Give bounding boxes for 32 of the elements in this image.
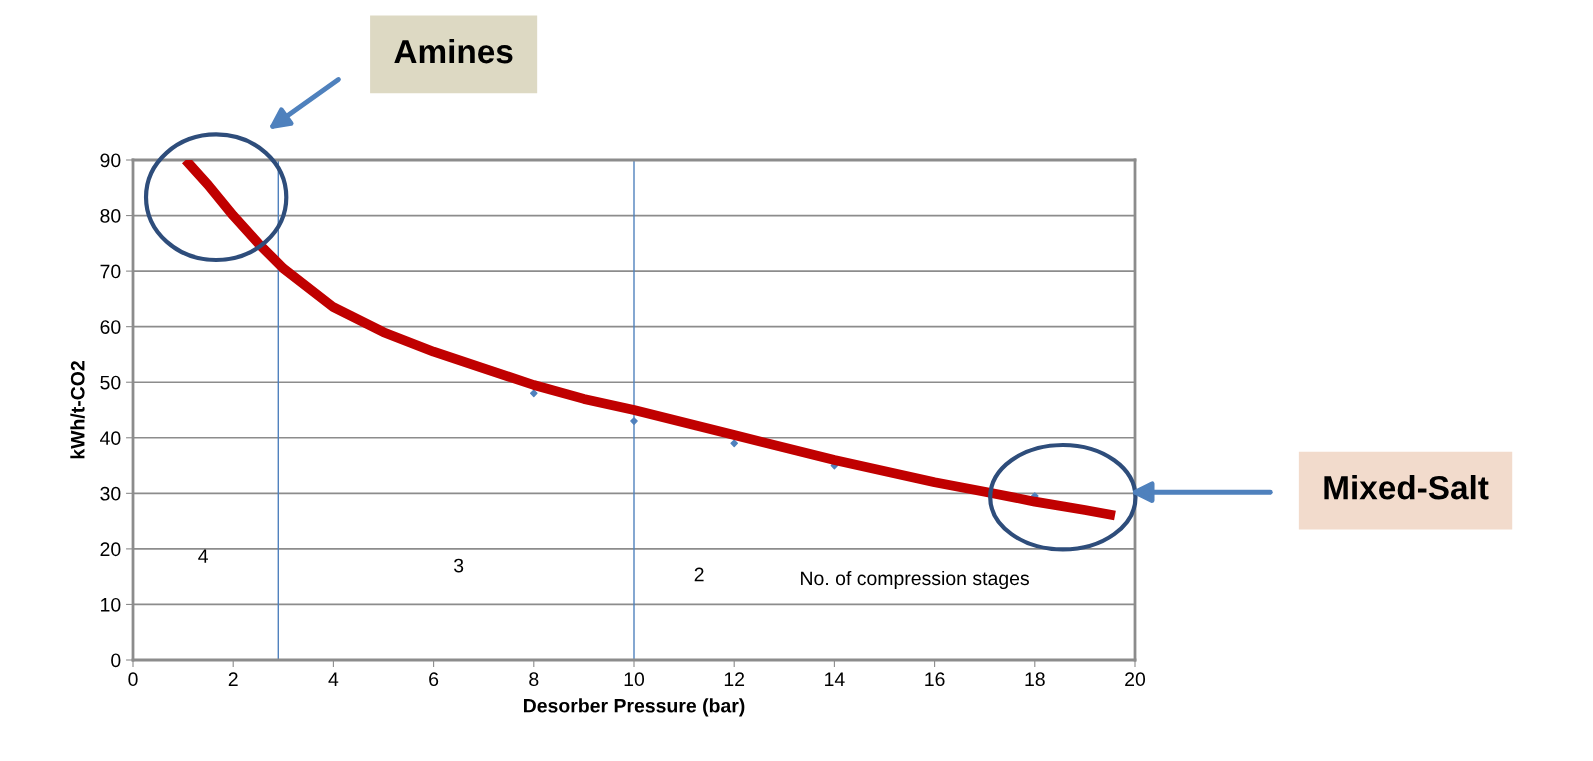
x-tick-label: 0 [128, 672, 138, 687]
text: Amines [394, 38, 513, 64]
y-tick-label: 50 [100, 375, 121, 390]
annotation: No. of compression stages [801, 570, 1029, 590]
y-tick-label: 10 [101, 597, 121, 612]
x-tick-label: 6 [429, 672, 439, 687]
y-axis-title: kWh/t-CO2 [70, 361, 85, 459]
text: Mixed-Salt [1324, 475, 1489, 500]
y-tick-label: 80 [100, 209, 121, 223]
x-tick-label: 2 [228, 672, 238, 686]
y-tick-label: 0 [111, 653, 121, 668]
x-tick-label: 12 [724, 672, 745, 686]
point [529, 389, 538, 398]
annotation: 4 [198, 549, 208, 563]
y-tick-label: 20 [100, 542, 121, 557]
y-tick-label: 40 [100, 431, 121, 446]
x-tick-label: 20 [1125, 672, 1146, 687]
y-tick-label: 90 [100, 153, 121, 168]
x-tick-label: 18 [1025, 672, 1045, 687]
annotation: 2 [694, 567, 704, 582]
point [630, 417, 638, 425]
point [730, 439, 739, 448]
x-tick-label: 4 [328, 672, 339, 686]
x-tick-label: 16 [925, 672, 945, 687]
x-tick-label: 8 [529, 672, 539, 687]
y-tick-label: 30 [100, 486, 121, 501]
x-tick-label: 14 [825, 672, 845, 686]
x-tick-label: 10 [624, 672, 645, 687]
y-tick-label: 60 [100, 320, 121, 334]
x-axis-title: Desorber Pressure (bar) [523, 698, 745, 717]
annotation: 3 [453, 558, 464, 573]
y-tick-label: 70 [100, 264, 121, 279]
